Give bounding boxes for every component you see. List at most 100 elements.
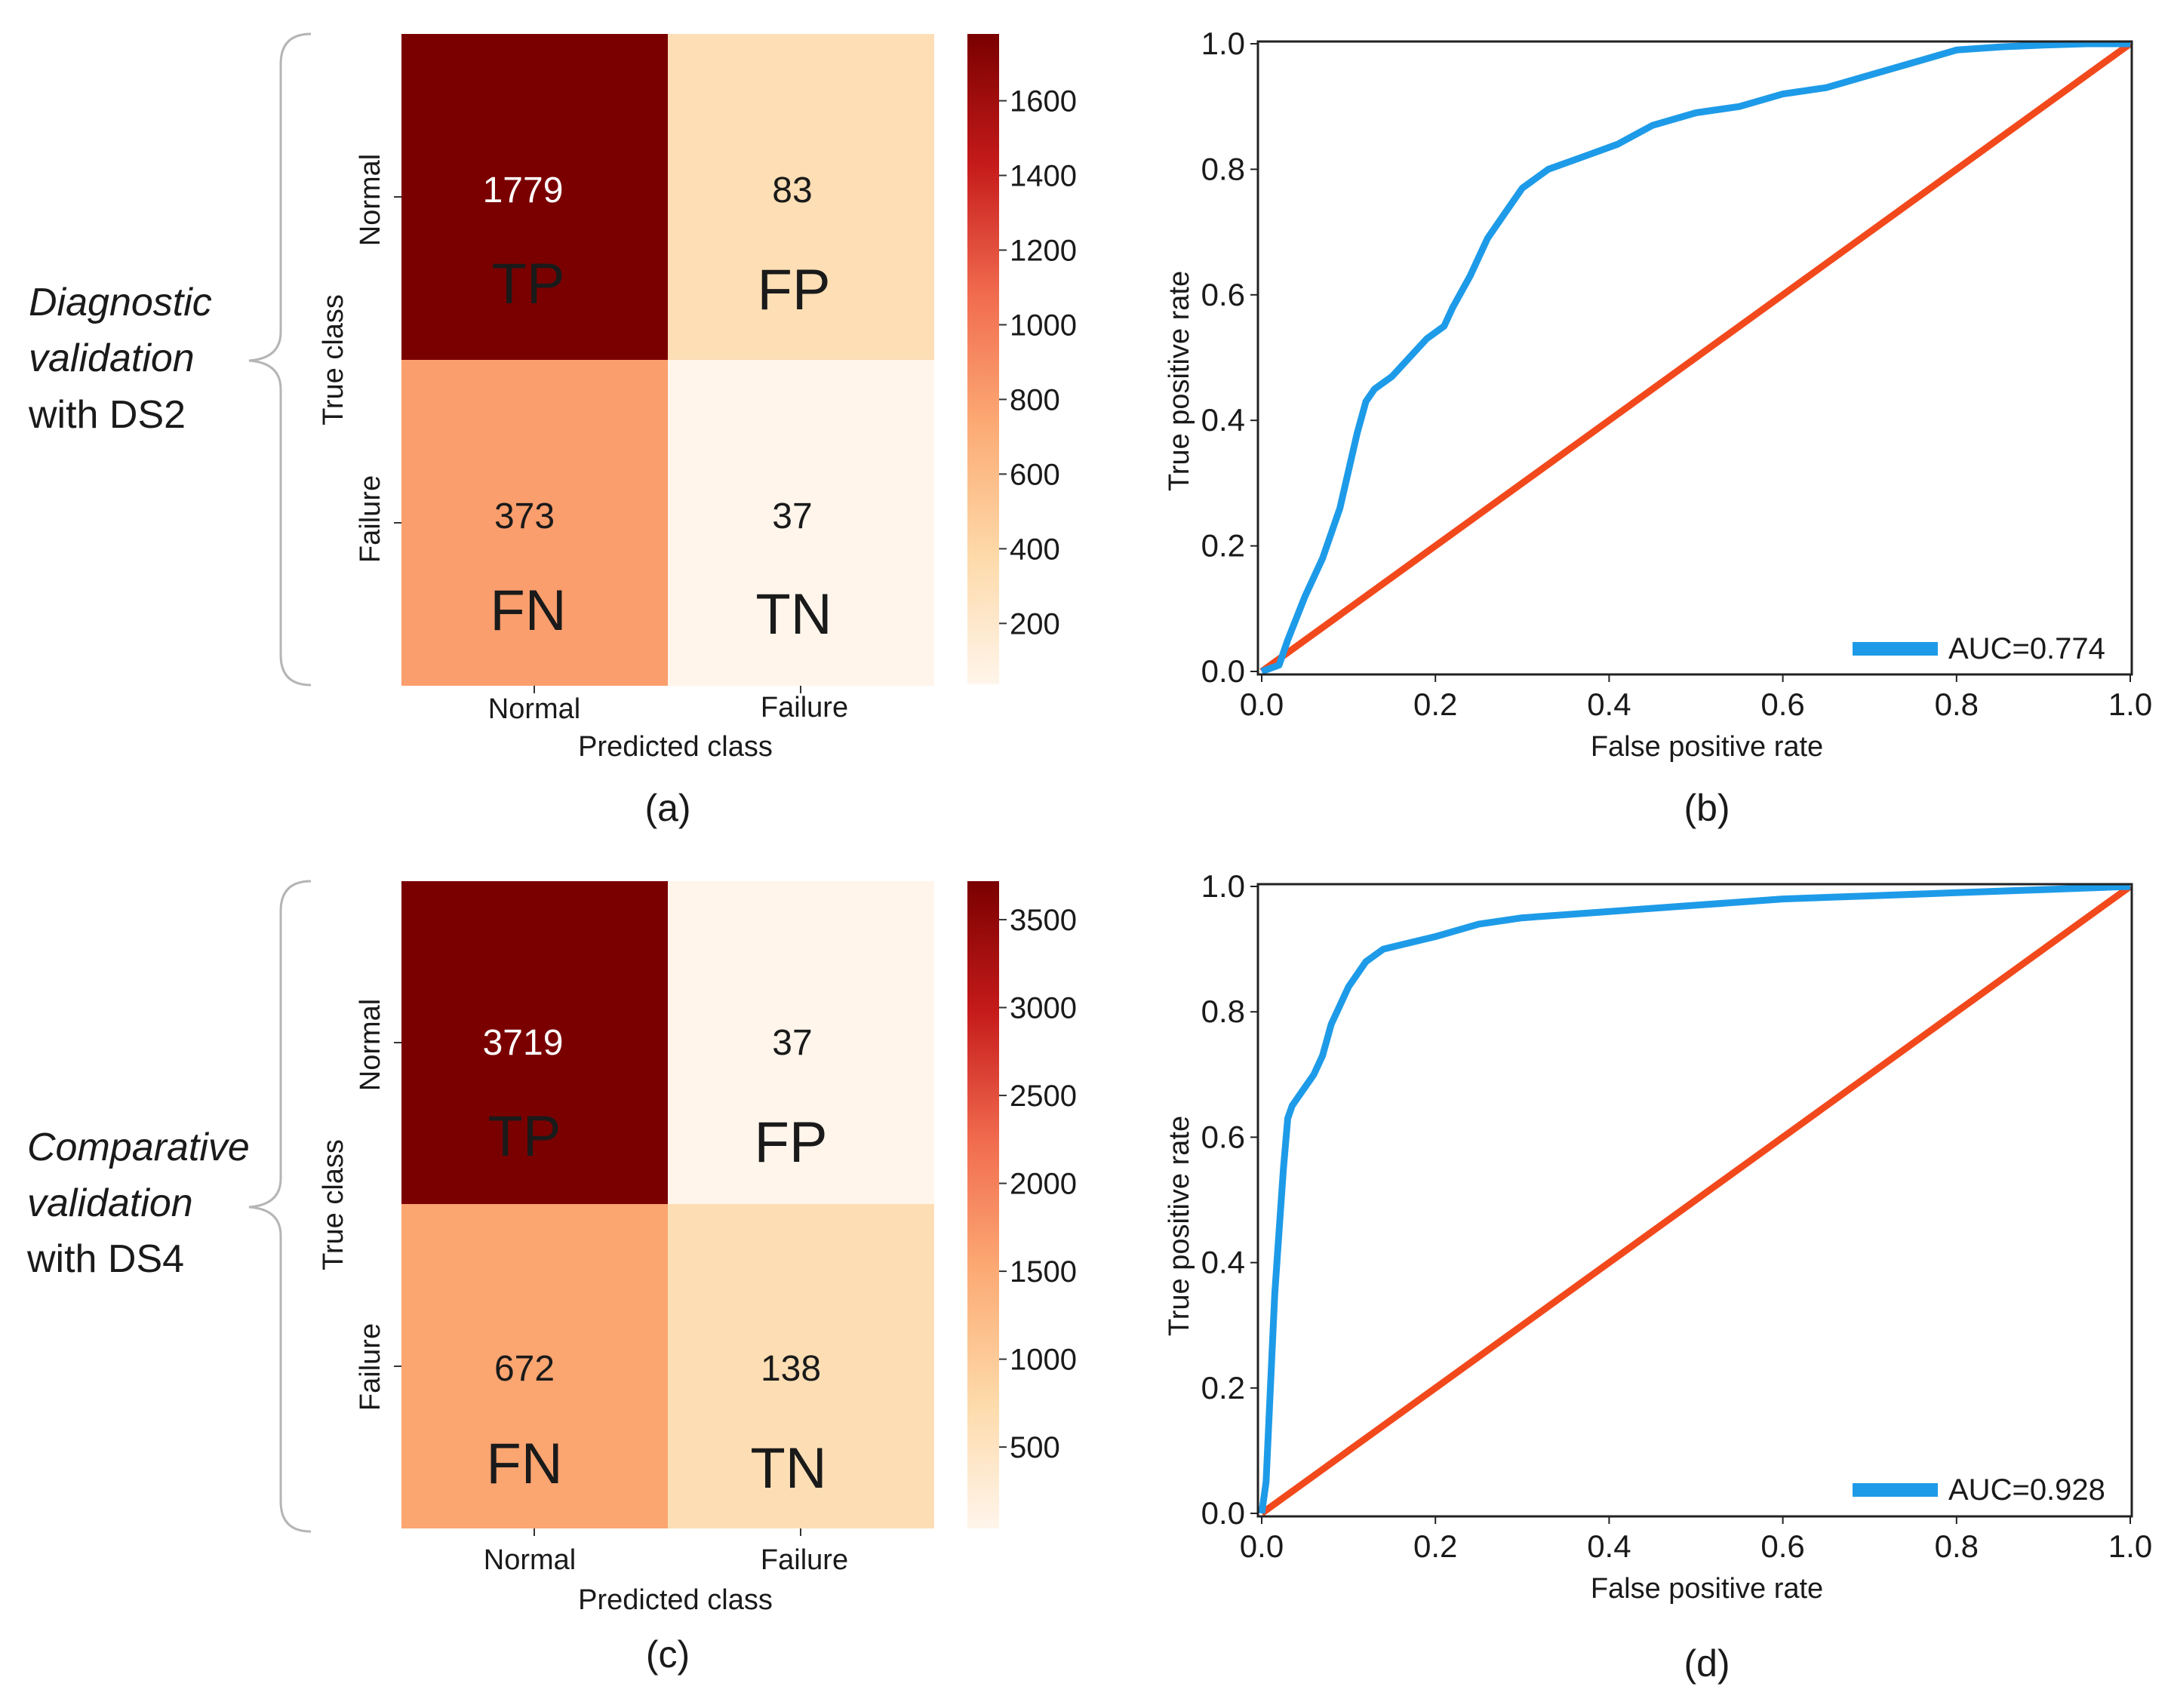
- cm-tag-fp: FP: [754, 1111, 827, 1175]
- cm-cell-fp: [668, 881, 934, 1204]
- cm-cell-tn: [668, 360, 934, 686]
- roc-xtick-label: 1.0: [2108, 1528, 2152, 1564]
- row-title-line-2: validation: [29, 336, 195, 380]
- colorbar-ticks: 3500 3000 2500 2000 1500 1000 500: [999, 904, 1077, 1464]
- cm-tag-tp: TP: [487, 1104, 561, 1169]
- roc-xtick-label: 0.2: [1413, 687, 1457, 722]
- colorbar: [967, 881, 999, 1528]
- colorbar-tick-label: 1000: [1010, 1344, 1077, 1377]
- row-subtitle: with DS4: [26, 1237, 184, 1281]
- row-comparative: Comparative validation with DS4 3719 TP …: [26, 868, 2152, 1685]
- cm-tag-tn: TN: [755, 582, 832, 647]
- roc-xtick-label: 0.0: [1240, 1528, 1284, 1564]
- cm-value-fn: 373: [494, 496, 555, 536]
- colorbar-tick-label: 200: [1010, 607, 1060, 640]
- roc-plot-frame: [1256, 40, 2133, 676]
- roc-xtick-label: 0.6: [1760, 687, 1804, 722]
- roc-ytick-label: 0.0: [1201, 1495, 1245, 1531]
- roc-chart-b: 0.0 0.2 0.4 0.6 0.8 1.0 0.0 0.2 0.4 0.6 0.8 1.0 Fa…: [1164, 26, 2152, 829]
- roc-ytick-label: 0.6: [1201, 277, 1245, 312]
- legend-label: AUC=0.774: [1948, 632, 2105, 665]
- cm-col-label-normal: Normal: [488, 693, 580, 725]
- cm-tag-fn: FN: [486, 1432, 562, 1496]
- cm-col-label-failure: Failure: [761, 1544, 848, 1576]
- colorbar-tick-label: 3500: [1010, 904, 1077, 937]
- colorbar-tick-label: 3000: [1010, 992, 1077, 1025]
- cm-value-fn: 672: [494, 1349, 555, 1389]
- panel-label-d: (d): [1684, 1642, 1730, 1685]
- cm-value-tp: 3719: [483, 1023, 564, 1063]
- colorbar-tick-label: 1200: [1010, 235, 1077, 268]
- roc-ytick-label: 0.2: [1201, 528, 1245, 564]
- row-title-line-1: Comparative: [27, 1126, 250, 1169]
- roc-diagonal-line: [1259, 883, 2133, 1516]
- roc-xtick-label: 0.4: [1587, 687, 1631, 722]
- cm-xlabel: Predicted class: [578, 731, 773, 763]
- roc-xlabel: False positive rate: [1591, 731, 1823, 763]
- roc-yticks: 0.0 0.2 0.4 0.6 0.8 1.0: [1201, 26, 1258, 689]
- roc-curve-line: [1258, 883, 2131, 1514]
- roc-xticks: 0.0 0.2 0.4 0.6 0.8 1.0: [1240, 1516, 2152, 1564]
- cm-row-label-failure: Failure: [355, 1323, 386, 1411]
- cm-value-tn: 138: [761, 1349, 821, 1389]
- colorbar-ticks: 1600 1400 1200 1000 800 600 400 200: [999, 85, 1077, 640]
- roc-ylabel: True positive rate: [1164, 1116, 1195, 1336]
- cm-row-label-failure: Failure: [355, 475, 386, 563]
- roc-curve-line: [1260, 40, 2130, 675]
- cm-cell-tn: [668, 1204, 934, 1528]
- cm-col-label-failure: Failure: [761, 692, 848, 723]
- roc-ytick-label: 1.0: [1201, 26, 1245, 61]
- cm-xlabel: Predicted class: [578, 1584, 773, 1616]
- cm-ylabel: True class: [318, 294, 349, 425]
- row-diagnostic: Diagnostic validation with DS2 1779 TP 8…: [28, 26, 2152, 829]
- colorbar-tick-label: 800: [1010, 383, 1060, 416]
- row-bracket: [248, 880, 312, 1533]
- roc-diagonal-line: [1259, 41, 2133, 674]
- roc-chart-d: 0.0 0.2 0.4 0.6 0.8 1.0 0.0 0.2 0.4 0.6 0.8 1.0 Fa…: [1164, 868, 2152, 1685]
- roc-ytick-label: 0.4: [1201, 402, 1245, 438]
- cm-value-fp: 37: [772, 1023, 812, 1063]
- cm-row-label-normal: Normal: [355, 999, 386, 1091]
- colorbar-tick-label: 2000: [1010, 1168, 1077, 1201]
- roc-yticks: 0.0 0.2 0.4 0.6 0.8 1.0: [1201, 868, 1258, 1531]
- roc-xticks: 0.0 0.2 0.4 0.6 0.8 1.0: [1240, 674, 2152, 722]
- roc-ytick-label: 0.0: [1201, 653, 1245, 689]
- roc-plot-frame: [1256, 883, 2133, 1518]
- cm-tag-tp: TP: [491, 252, 564, 316]
- cm-cell-fn: [401, 360, 668, 686]
- cm-tag-tn: TN: [750, 1436, 826, 1501]
- cm-value-fp: 83: [772, 170, 812, 210]
- roc-ytick-label: 0.4: [1201, 1245, 1245, 1280]
- cm-value-tn: 37: [772, 496, 812, 536]
- cm-cell-fp: [668, 34, 934, 360]
- roc-xtick-label: 0.0: [1240, 687, 1284, 722]
- roc-xtick-label: 1.0: [2108, 687, 2152, 722]
- colorbar-tick-label: 1400: [1010, 160, 1077, 193]
- colorbar-tick-label: 1500: [1010, 1255, 1077, 1289]
- row-bracket: [248, 32, 312, 687]
- roc-xtick-label: 0.8: [1935, 687, 1979, 722]
- roc-xtick-label: 0.2: [1413, 1528, 1457, 1564]
- row-title-line-2: validation: [27, 1181, 193, 1225]
- colorbar-tick-label: 600: [1010, 458, 1060, 491]
- panel-label-a: (a): [644, 787, 690, 829]
- cm-cell-fn: [401, 1204, 668, 1528]
- cm-ylabel: True class: [318, 1139, 349, 1270]
- confusion-matrix-a: 1779 TP 83 FP 373 FN 37 TN Normal Failur…: [318, 34, 1077, 829]
- roc-ytick-label: 0.8: [1201, 994, 1245, 1029]
- cm-tag-fn: FN: [490, 579, 566, 643]
- roc-xlabel: False positive rate: [1591, 1573, 1823, 1605]
- roc-ytick-label: 0.2: [1201, 1370, 1245, 1405]
- roc-xtick-label: 0.4: [1587, 1528, 1631, 1564]
- cm-col-label-normal: Normal: [484, 1544, 576, 1576]
- roc-ylabel: True positive rate: [1164, 271, 1195, 491]
- roc-ytick-label: 0.8: [1201, 151, 1245, 186]
- cm-cell-tp: [401, 881, 668, 1204]
- panel-label-c: (c): [646, 1633, 690, 1676]
- confusion-matrix-c: 3719 TP 37 FP 672 FN 138 TN Normal Failu…: [318, 881, 1077, 1676]
- colorbar: [967, 34, 999, 684]
- cm-cell-tp: [401, 34, 668, 360]
- colorbar-tick-label: 1600: [1010, 85, 1077, 118]
- colorbar-tick-label: 500: [1010, 1431, 1060, 1464]
